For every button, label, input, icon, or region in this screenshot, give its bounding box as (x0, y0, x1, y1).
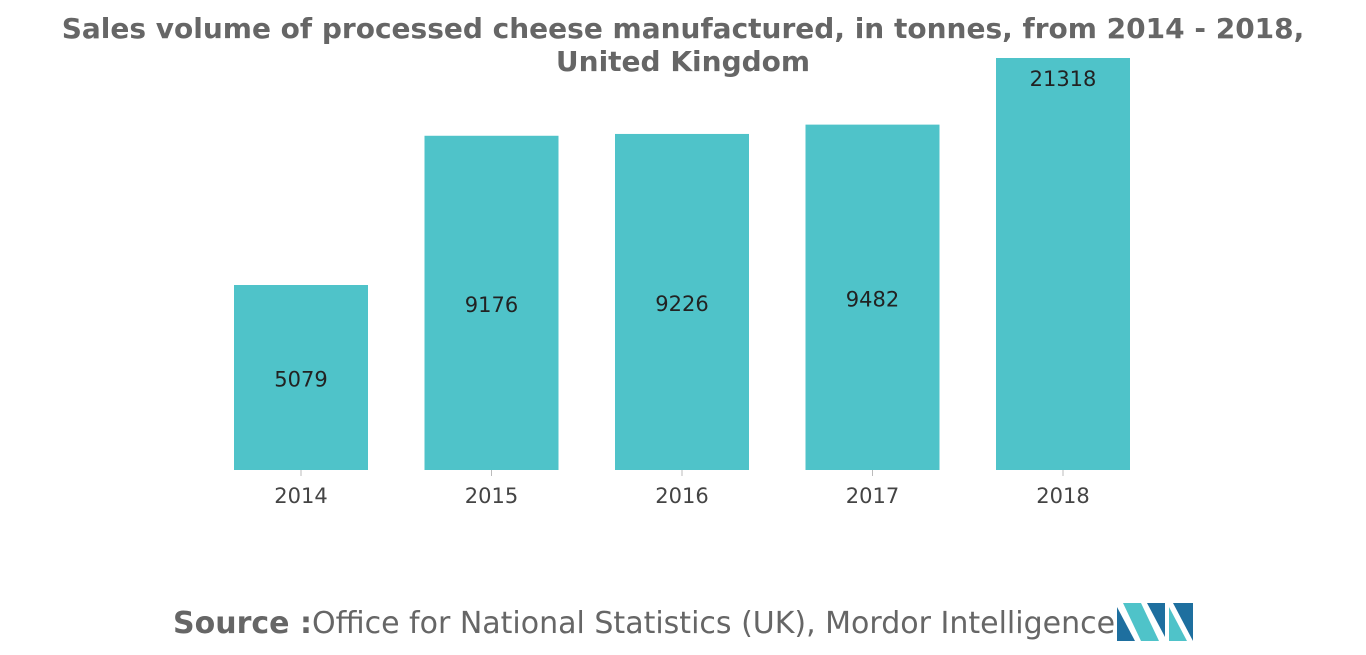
mordor-intelligence-logo-icon (1117, 603, 1193, 641)
bar-2018 (996, 58, 1130, 470)
x-tick-label-2017: 2017 (846, 484, 899, 508)
data-label-2014: 5079 (274, 368, 327, 392)
data-label-2016: 9226 (655, 292, 708, 316)
data-label-2018: 21318 (1030, 67, 1097, 91)
x-tick-label-2015: 2015 (465, 484, 518, 508)
data-label-2015: 9176 (465, 293, 518, 317)
source-label: Source : (173, 606, 312, 641)
bar-2015 (424, 135, 559, 470)
x-tick-label-2018: 2018 (1036, 484, 1089, 508)
bars-layer (234, 58, 1130, 470)
data-labels-layer: 5079 9176 9226 9482 21318 (274, 67, 1096, 392)
x-tick-label-2014: 2014 (274, 484, 327, 508)
bar-2016 (615, 133, 749, 470)
source-note: Source :Office for National Statistics (… (173, 606, 1115, 641)
bar-2014 (234, 285, 368, 470)
chart-title: Sales volume of processed cheese manufac… (61, 12, 1305, 78)
data-label-2017: 9482 (846, 287, 899, 311)
source-text: Office for National Statistics (UK), Mor… (311, 606, 1116, 641)
x-tick-label-2016: 2016 (655, 484, 708, 508)
x-axis-ticks: 2014 2015 2016 2017 2018 (274, 470, 1090, 508)
bar-2017 (805, 124, 940, 470)
